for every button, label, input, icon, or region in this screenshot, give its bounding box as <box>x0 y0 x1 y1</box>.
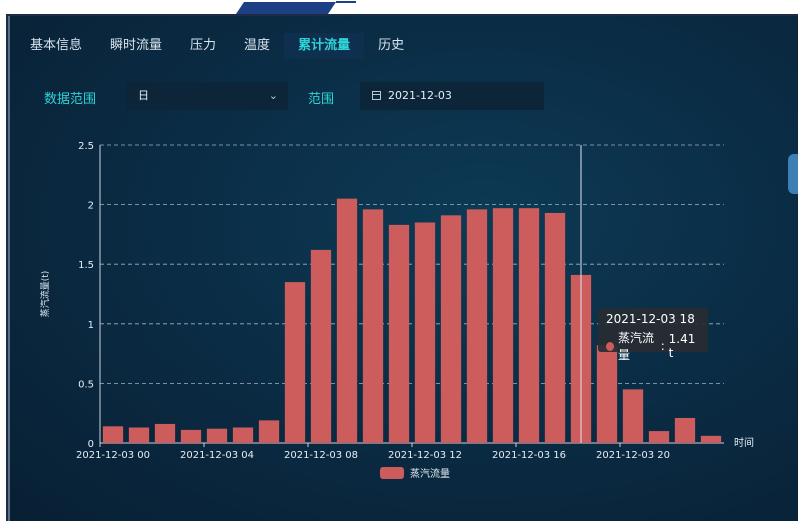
bar-04[interactable] <box>206 428 228 443</box>
tooltip-series-dot <box>606 341 615 351</box>
y-tick-label: 2 <box>88 201 94 212</box>
chart-tooltip: 2021-12-03 18 蒸汽流量: 1.41 t <box>598 308 708 362</box>
bar-02[interactable] <box>154 423 176 443</box>
tab-bar: 基本信息 瞬时流量 压力 温度 累计流量 历史 <box>16 32 798 60</box>
x-tick-label: 2021-12-03 04 <box>180 450 254 461</box>
x-tick-label: 2021-12-03 08 <box>284 450 358 461</box>
bar-11[interactable] <box>388 224 410 443</box>
chevron-down-icon: ⌄ <box>268 89 278 102</box>
tab-2[interactable]: 压力 <box>190 38 217 53</box>
tooltip-value: 1.41 t <box>668 332 696 360</box>
side-panel-handle[interactable] <box>788 154 798 194</box>
bar-16[interactable] <box>518 208 540 443</box>
bar-08[interactable] <box>310 249 332 443</box>
bar-01[interactable] <box>128 427 150 443</box>
x-axis-title: 时间 <box>734 436 754 449</box>
bar-10[interactable] <box>362 209 384 443</box>
tab-5[interactable]: 历史 <box>378 38 405 53</box>
bar-00[interactable] <box>102 426 124 443</box>
bar-03[interactable] <box>180 429 202 443</box>
y-tick-label: 2.5 <box>78 141 94 152</box>
calendar-icon <box>372 91 381 100</box>
tooltip-title: 2021-12-03 18 <box>606 312 695 326</box>
date-value: 2021-12-03 <box>388 89 452 102</box>
tooltip-separator: : <box>660 339 669 353</box>
tab-4[interactable]: 累计流量 <box>284 33 365 59</box>
bar-07[interactable] <box>284 282 306 443</box>
tab-3[interactable]: 温度 <box>244 38 271 53</box>
bar-20[interactable] <box>622 389 644 443</box>
date-range-label: 范围 <box>308 92 335 107</box>
data-range-label: 数据范围 <box>44 92 97 107</box>
main-panel: 基本信息 瞬时流量 压力 温度 累计流量 历史 数据范围 日 ⌄ 范围 2021-12-0… <box>6 14 798 521</box>
bar-14[interactable] <box>466 209 488 443</box>
legend-swatch <box>380 467 404 479</box>
steam-flow-bar-chart: 0 0.5 1 1.5 2 2.5 2021-12-03 00 2021-12-03 04 20… <box>39 141 754 480</box>
legend-label[interactable]: 蒸汽流量 <box>410 467 450 480</box>
bar-22[interactable] <box>674 417 696 443</box>
x-tick-label: 2021-12-03 12 <box>388 450 462 461</box>
y-tick-label: 1.5 <box>78 260 94 271</box>
bar-19[interactable] <box>596 345 618 443</box>
x-tick-label: 2021-12-03 20 <box>596 450 670 461</box>
bar-12[interactable] <box>414 222 436 443</box>
bar-06[interactable] <box>258 420 280 443</box>
y-axis-title: 蒸汽流量(t) <box>39 271 51 318</box>
bar-09[interactable] <box>336 198 358 443</box>
tab-1[interactable]: 瞬时流量 <box>110 38 163 53</box>
tab-0[interactable]: 基本信息 <box>30 38 83 53</box>
tooltip-series-name: 蒸汽流量 <box>618 331 655 362</box>
bar-17[interactable] <box>544 212 566 443</box>
bar-21[interactable] <box>648 431 670 443</box>
bar-15[interactable] <box>492 208 514 443</box>
x-tick-label: 2021-12-03 00 <box>76 450 150 461</box>
y-tick-label: 0 <box>88 439 94 450</box>
filter-row: 数据范围 日 ⌄ 范围 2021-12-03 <box>8 82 798 110</box>
x-tick-label: 2021-12-03 16 <box>492 450 566 461</box>
data-range-select[interactable]: 日 ⌄ <box>126 82 288 110</box>
panel-border <box>8 16 10 521</box>
bar-05[interactable] <box>232 427 254 443</box>
bar-23[interactable] <box>700 435 722 443</box>
header-decoration <box>236 1 356 14</box>
y-tick-label: 0.5 <box>78 379 94 390</box>
data-range-value: 日 <box>138 89 149 102</box>
date-picker-input[interactable]: 2021-12-03 <box>360 82 544 110</box>
bar-13[interactable] <box>440 215 462 443</box>
y-tick-label: 1 <box>88 320 94 331</box>
